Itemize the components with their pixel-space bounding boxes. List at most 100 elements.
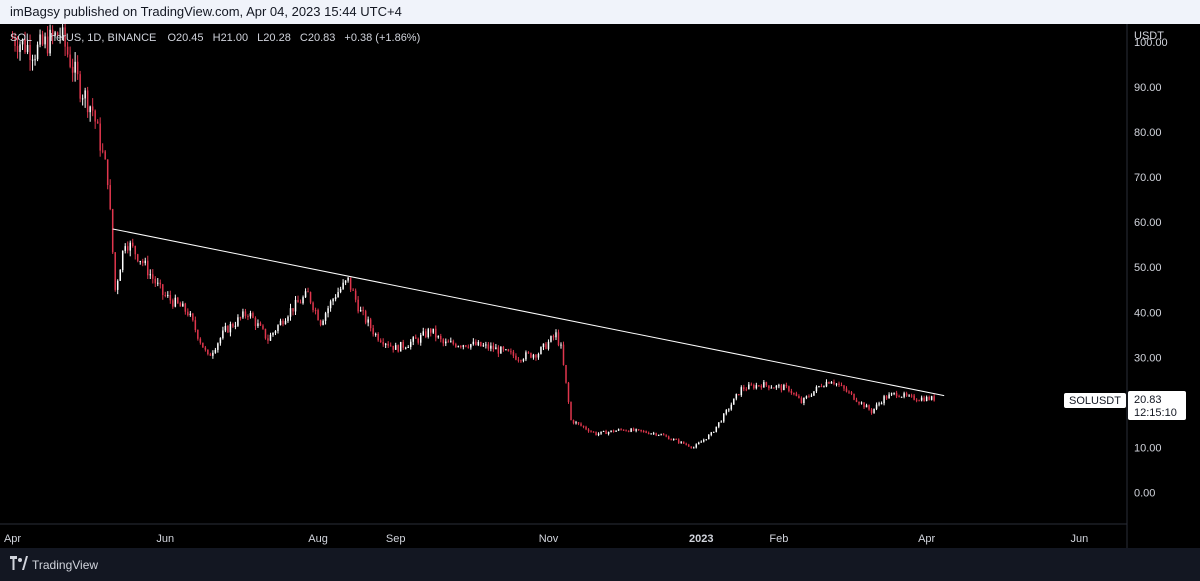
candle-body (417, 338, 419, 343)
candle-body (610, 430, 612, 432)
candle-body (778, 385, 780, 387)
candle-body (848, 391, 850, 393)
candle-body (930, 396, 933, 400)
candle-body (202, 342, 204, 348)
candle-body (124, 246, 126, 251)
candle-body (475, 341, 477, 346)
candle-body (750, 384, 753, 386)
candle-body (918, 400, 920, 402)
candle-body (630, 428, 632, 432)
legend-open-label: O (167, 32, 176, 44)
candle-body (440, 336, 442, 340)
chart-canvas[interactable]: SOL herUS, 1D, BINANCE O20.45 H21.00 L20.… (0, 24, 1200, 548)
candle-body (432, 328, 435, 333)
candle-body (758, 385, 760, 387)
candle-body (622, 429, 625, 431)
candle-body (29, 44, 31, 61)
y-tick-label: 40.00 (1134, 307, 1162, 319)
candle-body (402, 341, 404, 348)
candle-body (838, 383, 840, 386)
candle-body (542, 343, 545, 348)
candle-body (718, 422, 720, 427)
candle-body (357, 299, 359, 312)
candle-body (214, 349, 217, 353)
candle-body (91, 106, 94, 111)
candle-body (823, 386, 825, 388)
candle-body (445, 341, 447, 344)
candle-body (635, 429, 637, 431)
candle-body (487, 344, 490, 349)
y-tick-label: 0.00 (1134, 487, 1155, 499)
candle-body (279, 320, 282, 326)
last-price-badge: SOLUSDT 20.83 12:15:10 (1064, 391, 1186, 420)
candle-body (617, 429, 620, 431)
candle-body (690, 446, 692, 448)
candle-body (625, 430, 627, 432)
candle-body (760, 385, 763, 388)
candle-body (820, 386, 823, 388)
candle-body (825, 381, 828, 387)
candle-body (51, 29, 54, 36)
candle-body (284, 320, 287, 325)
candle-body (277, 325, 279, 332)
candle-body (237, 317, 239, 326)
candle-body (442, 339, 445, 344)
candle-body (172, 300, 174, 307)
y-tick-label: 60.00 (1134, 217, 1162, 229)
candle-body (667, 436, 670, 440)
candle-body (46, 36, 49, 54)
candle-body (447, 341, 450, 343)
candle-body (650, 433, 652, 435)
candle-body (222, 330, 224, 339)
tradingview-logo-icon[interactable] (10, 556, 28, 570)
candle-body (818, 386, 820, 388)
legend-symbol-suffix: herUS, 1D, BINANCE (50, 32, 156, 44)
candle-body (437, 336, 440, 338)
candle-body (292, 308, 294, 312)
candle-body (419, 335, 422, 343)
candle-body (422, 331, 425, 336)
candle-body (224, 325, 227, 331)
candles-layer (11, 24, 935, 449)
candle-body (860, 402, 863, 404)
candle-body (362, 310, 364, 312)
candle-body (895, 392, 898, 397)
candle-body (319, 320, 322, 325)
candle-body (637, 429, 640, 431)
candle-body (845, 388, 848, 392)
candle-body (267, 338, 269, 341)
candle-body (109, 185, 111, 210)
candle-body (209, 354, 212, 356)
y-axis[interactable]: 100.00 90.00 80.00 70.00 60.00 50.00 40.00 30.0… (1134, 37, 1168, 499)
trendline[interactable] (112, 228, 945, 397)
candle-body (364, 311, 367, 323)
candle-body (49, 29, 51, 54)
candle-body (793, 393, 795, 395)
candle-body (187, 311, 189, 316)
y-tick-label: 80.00 (1134, 127, 1162, 139)
candle-body (602, 430, 605, 432)
candle-body (920, 397, 923, 401)
candle-body (435, 328, 437, 338)
candle-body (780, 385, 783, 391)
candle-body (788, 386, 790, 392)
candle-body (79, 74, 81, 99)
candle-body (207, 349, 209, 355)
candle-body (768, 385, 770, 389)
x-axis[interactable]: Apr Jun Aug Sep Nov 2023 Feb Apr Jun (4, 533, 1088, 545)
candle-body (194, 320, 197, 330)
candle-body (527, 352, 530, 354)
candle-body (660, 434, 662, 436)
candle-body (577, 422, 580, 424)
candle-body (600, 431, 602, 434)
candle-body (515, 355, 517, 360)
candle-body (592, 431, 595, 433)
y-tick-label: 50.00 (1134, 262, 1162, 274)
candle-body (322, 320, 324, 325)
candle-body (239, 317, 242, 319)
candle-body (227, 325, 229, 333)
candle-body (657, 434, 660, 436)
candle-body (412, 337, 414, 342)
candle-body (555, 332, 557, 338)
x-tick-label: Apr (918, 533, 935, 545)
